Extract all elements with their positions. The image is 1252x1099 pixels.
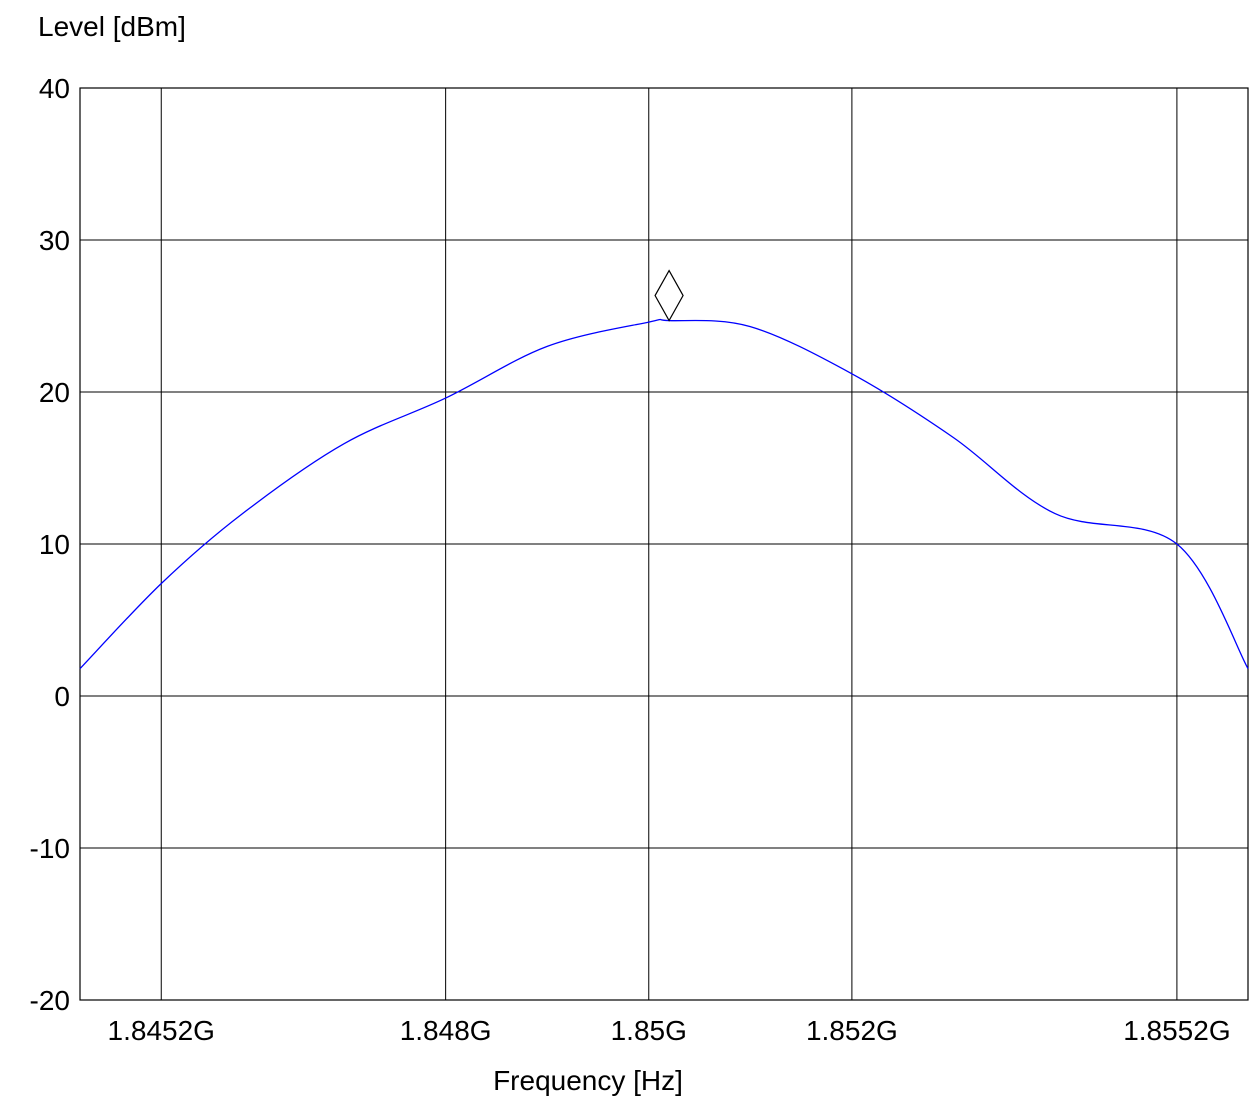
series-layer	[79, 318, 1249, 670]
y-tick-label: -10	[30, 833, 70, 864]
x-tick-label: 1.8552G	[1123, 1015, 1230, 1046]
x-tick-label: 1.852G	[806, 1015, 898, 1046]
y-axis-label: Level [dBm]	[38, 11, 186, 42]
tick-labels: 40 30 20 10 0 -10 -20 1.8452G 1.848G 1.85G 1.852G 1…	[30, 73, 1231, 1046]
marker-layer	[654, 269, 684, 322]
y-tick-label: 20	[39, 377, 70, 408]
x-tick-label: 1.85G	[611, 1015, 687, 1046]
peak-marker-diamond	[654, 269, 684, 322]
x-axis-label: Frequency [Hz]	[493, 1065, 683, 1096]
y-tick-label: 0	[54, 681, 70, 712]
y-tick-label: 30	[39, 225, 70, 256]
y-tick-label: -20	[30, 985, 70, 1016]
series-line	[79, 318, 1249, 670]
y-tick-label: 10	[39, 529, 70, 560]
x-tick-label: 1.848G	[400, 1015, 492, 1046]
y-tick-label: 40	[39, 73, 70, 104]
x-tick-label: 1.8452G	[108, 1015, 215, 1046]
